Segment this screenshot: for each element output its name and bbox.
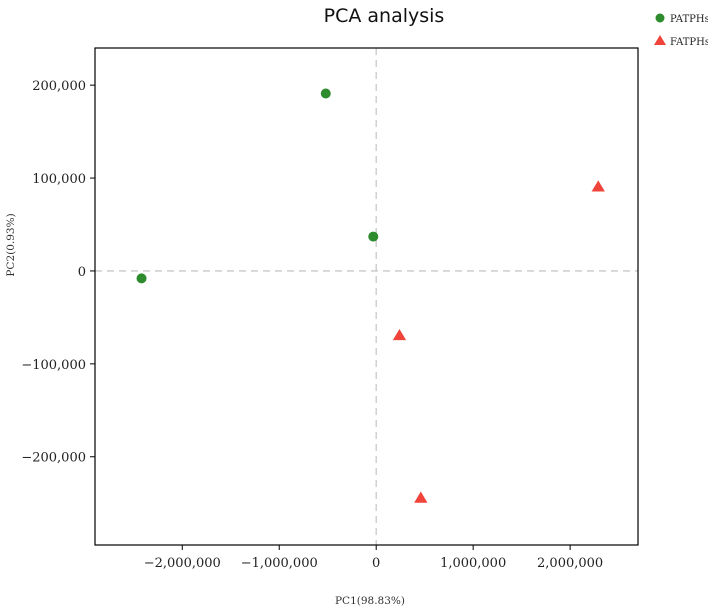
y-tick-label: 100,000 [32, 172, 86, 187]
x-tick-label: 1,000,000 [440, 556, 506, 571]
y-tick-label: −200,000 [21, 451, 86, 466]
y-tick-label: 200,000 [32, 79, 86, 94]
data-point-fatphs [392, 328, 407, 341]
x-tick-label: −2,000,000 [144, 556, 221, 571]
legend-marker-patphs [655, 13, 665, 23]
zero-lines [95, 48, 638, 545]
chart-title: PCA analysis [324, 5, 445, 27]
x-tick-label: 0 [372, 556, 380, 571]
legend: PATPHs FATPHs [654, 13, 708, 48]
data-point-fatphs [591, 180, 605, 192]
data-point-patphs [320, 88, 331, 99]
axis-ticks: −2,000,000 −1,000,000 0 1,000,000 2,000,000 −… [21, 79, 603, 571]
y-tick-label: 0 [78, 265, 86, 280]
x-tick-label: −1,000,000 [241, 556, 318, 571]
plot-frame [94, 47, 639, 546]
x-tick-label: 2,000,000 [537, 556, 603, 571]
legend-label-patphs: PATPHs [670, 14, 708, 25]
data-point-patphs [368, 231, 379, 242]
data-point-patphs [136, 273, 147, 284]
data-point-fatphs [414, 491, 428, 503]
y-axis-label: PC2(0.93%) [5, 213, 17, 276]
data-points [136, 88, 605, 503]
legend-item-fatphs: FATPHs [654, 35, 708, 48]
legend-marker-fatphs [654, 35, 666, 45]
legend-label-fatphs: FATPHs [670, 37, 708, 48]
x-axis-label: PC1(98.83%) [335, 595, 405, 607]
legend-item-patphs: PATPHs [655, 13, 708, 25]
y-tick-label: −100,000 [21, 358, 86, 373]
